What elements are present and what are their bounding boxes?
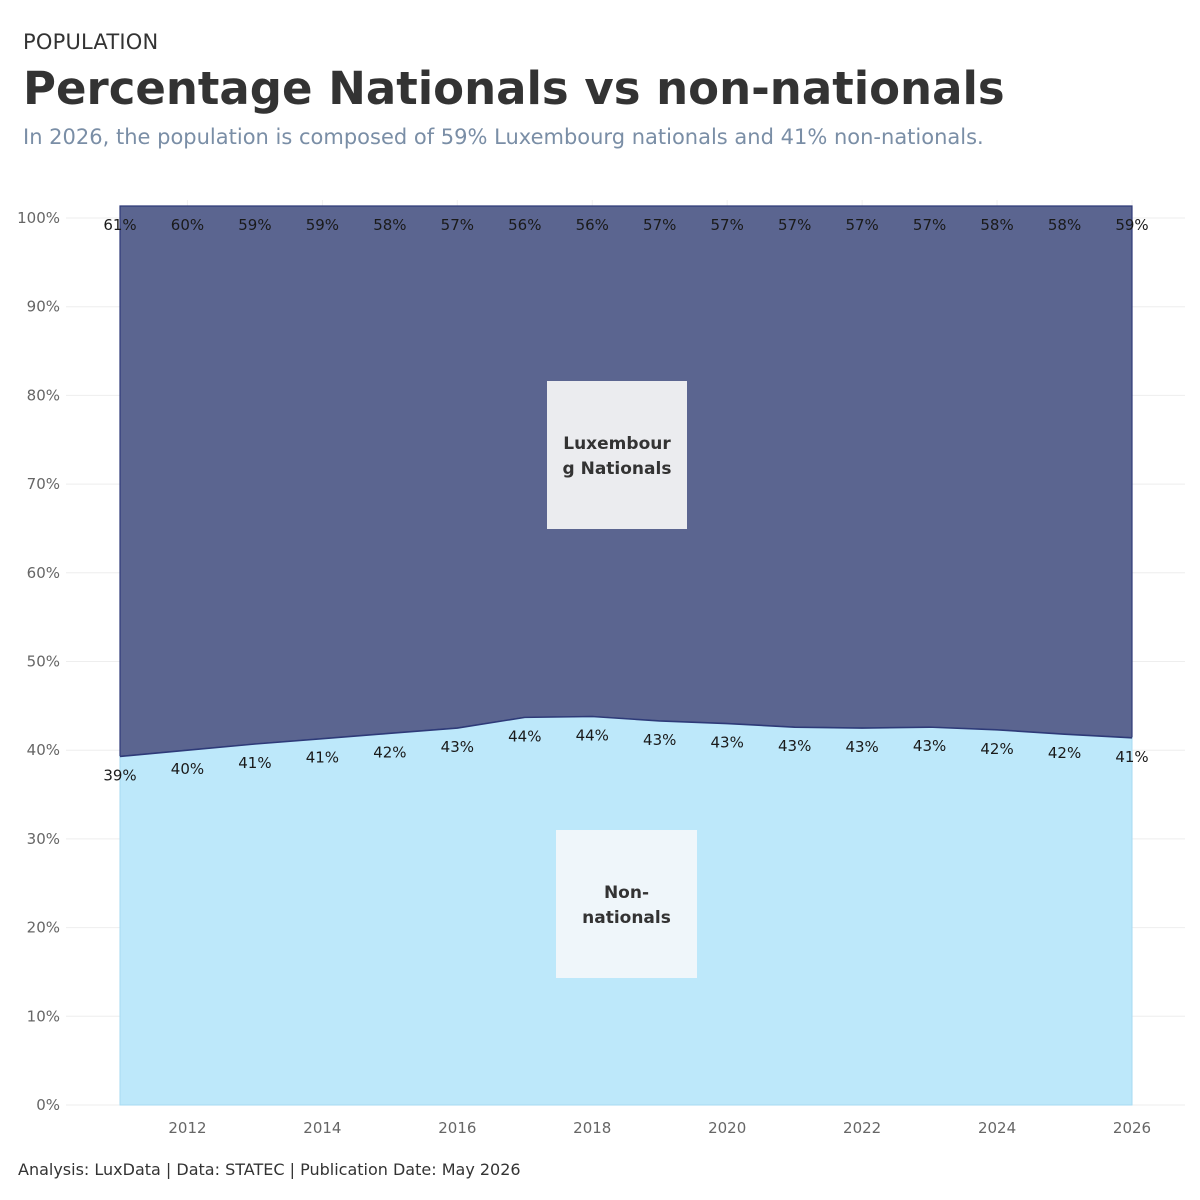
- y-tick-label: 60%: [27, 564, 60, 582]
- data-label-nationals: 57%: [778, 216, 811, 234]
- data-label-non-nationals: 43%: [711, 734, 744, 752]
- data-label-non-nationals: 40%: [171, 760, 204, 778]
- x-tick-label: 2024: [978, 1119, 1016, 1137]
- y-tick-label: 30%: [27, 830, 60, 848]
- data-label-nationals: 58%: [980, 216, 1013, 234]
- data-label-non-nationals: 44%: [576, 726, 609, 744]
- axes: 0% 10% 20% 30% 40% 50% 60% 70% 80% 90% 100% 2012 201…: [17, 209, 1151, 1137]
- data-label-nationals: 61%: [103, 216, 136, 234]
- x-tick-label: 2012: [168, 1119, 206, 1137]
- chart-footer: Analysis: LuxData | Data: STATEC | Publi…: [18, 1160, 521, 1179]
- x-tick-label: 2020: [708, 1119, 746, 1137]
- y-tick-label: 40%: [27, 741, 60, 759]
- y-tick-label: 70%: [27, 475, 60, 493]
- y-tick-label: 20%: [27, 919, 60, 937]
- x-tick-label: 2022: [843, 1119, 881, 1137]
- x-tick-label: 2018: [573, 1119, 611, 1137]
- data-label-non-nationals: 42%: [980, 740, 1013, 758]
- data-label-non-nationals: 41%: [238, 754, 271, 772]
- data-label-non-nationals: 39%: [103, 766, 136, 784]
- y-tick-label: 90%: [27, 298, 60, 316]
- data-label-nationals: 57%: [711, 216, 744, 234]
- annotation-text: Luxembour: [563, 434, 671, 454]
- data-label-nationals: 59%: [306, 216, 339, 234]
- y-tick-label: 50%: [27, 653, 60, 671]
- y-tick-label: 80%: [27, 386, 60, 404]
- annotation-text: g Nationals: [563, 459, 672, 479]
- x-tick-label: 2014: [303, 1119, 341, 1137]
- series-boundary-line: [119, 715, 1133, 758]
- chart-subtitle: In 2026, the population is composed of 5…: [23, 125, 984, 149]
- data-label-nationals: 57%: [441, 216, 474, 234]
- x-tick-label: 2026: [1113, 1119, 1151, 1137]
- data-label-non-nationals: 43%: [778, 737, 811, 755]
- y-tick-label: 10%: [27, 1007, 60, 1025]
- data-label-nationals: 59%: [1115, 216, 1148, 234]
- data-label-nationals: 59%: [238, 216, 271, 234]
- data-label-nationals: 58%: [373, 216, 406, 234]
- data-label-non-nationals: 41%: [306, 749, 339, 767]
- annotation-luxembourg-nationals: Luxembour g Nationals: [547, 381, 687, 529]
- data-label-non-nationals: 43%: [913, 737, 946, 755]
- data-label-non-nationals: 43%: [845, 738, 878, 756]
- data-label-nationals: 60%: [171, 216, 204, 234]
- x-tick-label: 2016: [438, 1119, 476, 1137]
- data-label-non-nationals: 41%: [1115, 748, 1148, 766]
- data-label-nationals: 56%: [576, 216, 609, 234]
- data-labels: 61% 39% 60% 40% 59% 41% 59% 41% 58% 42% 57% 43% 56% 4…: [103, 216, 1148, 784]
- chart-kicker: POPULATION: [23, 30, 159, 54]
- y-tick-label: 0%: [36, 1096, 60, 1114]
- y-tick-label: 100%: [17, 209, 60, 227]
- data-label-nationals: 56%: [508, 216, 541, 234]
- data-label-non-nationals: 44%: [508, 727, 541, 745]
- annotation-text: Non-: [604, 883, 649, 903]
- data-label-non-nationals: 42%: [1048, 744, 1081, 762]
- data-label-nationals: 58%: [1048, 216, 1081, 234]
- annotation-box: [556, 830, 697, 978]
- annotation-non-nationals: Non-nationals: [556, 830, 697, 978]
- data-label-non-nationals: 42%: [373, 743, 406, 761]
- data-label-non-nationals: 43%: [643, 731, 676, 749]
- data-label-non-nationals: 43%: [441, 738, 474, 756]
- data-label-nationals: 57%: [643, 216, 676, 234]
- annotation-box: [547, 381, 687, 529]
- data-label-nationals: 57%: [913, 216, 946, 234]
- chart-title: Percentage Nationals vs non-nationals: [23, 62, 1005, 115]
- annotation-text: nationals: [582, 908, 671, 928]
- data-label-nationals: 57%: [845, 216, 878, 234]
- series-annotations: Luxembour g Nationals Non-nationals: [547, 381, 697, 978]
